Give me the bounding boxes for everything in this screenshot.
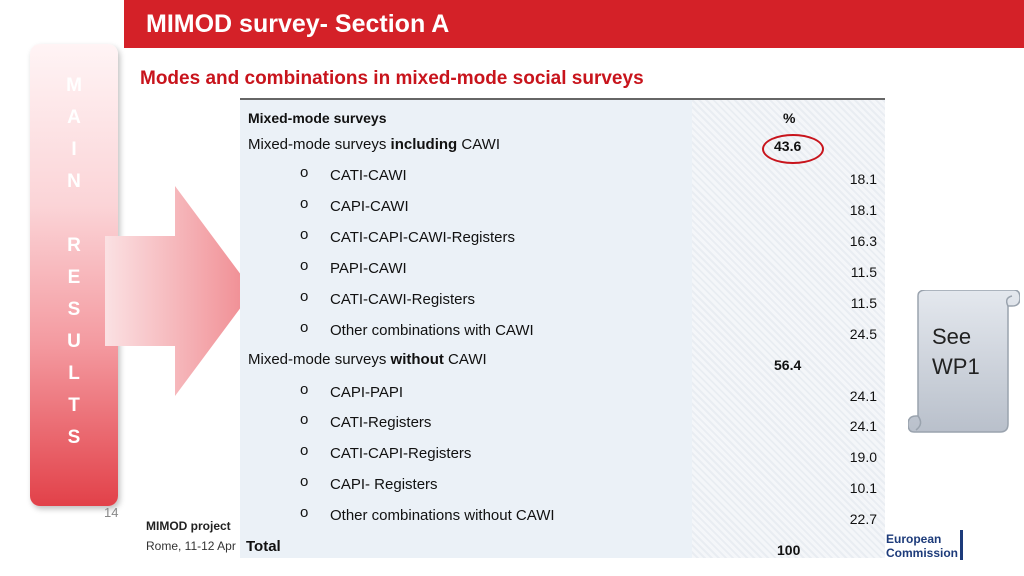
table-row: o CAPI-PAPI 24.1 (240, 381, 885, 414)
logo-bar (960, 530, 963, 560)
page-number: 14 (104, 505, 119, 520)
table-row: o CATI-CAPI-CAWI-Registers 16.3 (240, 226, 885, 259)
row-value: 18.1 (849, 171, 877, 187)
row-label: Other combinations without CAWI (330, 507, 555, 524)
bullet: o (300, 442, 309, 459)
row-label: CATI-CAWI (330, 167, 407, 184)
table-row: o CATI-CAWI-Registers 11.5 (240, 288, 885, 321)
row-value: 22.7 (849, 511, 877, 527)
scroll-icon (907, 289, 1021, 433)
table-row: o CATI-CAWI 18.1 (240, 164, 885, 197)
table-row: o CATI-Registers 24.1 (240, 411, 885, 444)
total-value: 100 (777, 542, 801, 558)
slide-subtitle: Modes and combinations in mixed-mode soc… (140, 68, 644, 89)
ribbon-letter: U (67, 331, 81, 352)
table-row: o Other combinations without CAWI 22.7 (240, 504, 885, 537)
row-value: 24.1 (849, 418, 877, 434)
bullet: o (300, 411, 309, 428)
bullet: o (300, 319, 309, 336)
main-results-ribbon: M A I N R E S U L T S (30, 44, 118, 506)
ribbon-letter: L (68, 363, 80, 384)
row-value: 11.5 (850, 295, 877, 311)
table-row: o CAPI- Registers 10.1 (240, 473, 885, 506)
ribbon-letter: T (68, 395, 80, 416)
row-value: 16.3 (849, 233, 877, 249)
ribbon-letter: S (67, 427, 81, 448)
row-label: CAPI-CAWI (330, 198, 409, 215)
callout-text: See WP1 (932, 322, 980, 382)
percent-column (692, 98, 885, 558)
header-label: Mixed-mode surveys (248, 110, 387, 126)
slide-title: MIMOD survey- Section A (146, 10, 450, 38)
row-value: 18.1 (849, 202, 877, 218)
row-label: CATI-CAPI-CAWI-Registers (330, 229, 516, 246)
ribbon-letter: I (71, 139, 77, 160)
group-value: 56.4 (774, 357, 802, 373)
ribbon-letter: N (67, 171, 81, 192)
footer-project: MIMOD project (146, 519, 231, 533)
row-label: CATI-Registers (330, 414, 432, 431)
row-label: CAPI- Registers (330, 476, 438, 493)
bullet: o (300, 257, 309, 274)
ribbon-letter: E (67, 267, 81, 288)
row-value: 19.0 (849, 449, 877, 465)
row-label: CATI-CAPI-Registers (330, 445, 472, 462)
bullet: o (300, 473, 309, 490)
callout-line-1: See (932, 324, 972, 349)
logo-line-1: European (886, 532, 942, 546)
group-row-without-cawi: Mixed-mode surveys without CAWI 56.4 (240, 351, 885, 381)
callout-line-2: WP1 (932, 354, 980, 379)
table-row: o CATI-CAPI-Registers 19.0 (240, 442, 885, 475)
row-label: CATI-CAWI-Registers (330, 291, 476, 308)
table-row: o CAPI-CAWI 18.1 (240, 195, 885, 228)
footer-place: Rome, 11-12 Apr (146, 539, 236, 553)
arrow-right-icon (105, 186, 253, 396)
row-value: 11.5 (850, 264, 877, 280)
bullet: o (300, 288, 309, 305)
group-label: Mixed-mode surveys including CAWI (248, 136, 500, 153)
main-results-label: M A I N R E S U L T S (30, 70, 118, 454)
header-percent: % (783, 110, 796, 126)
survey-modes-table: Mixed-mode surveys % Mixed-mode surveys … (240, 98, 885, 558)
ribbon-letter: S (67, 299, 81, 320)
ribbon-letter: M (66, 75, 82, 96)
row-value: 24.1 (849, 388, 877, 404)
total-label: Total (246, 538, 281, 555)
row-label: Other combinations with CAWI (330, 322, 534, 339)
bullet: o (300, 195, 309, 212)
table-row: o Other combinations with CAWI 24.5 (240, 319, 885, 352)
european-commission-logo: European Commission (886, 532, 958, 560)
highlight-circle (762, 134, 824, 164)
bullet: o (300, 164, 309, 181)
total-row: Total 100 (240, 538, 885, 568)
bullet: o (300, 504, 309, 521)
ribbon-letter: A (67, 107, 81, 128)
table-row: o PAPI-CAWI 11.5 (240, 257, 885, 290)
row-value: 10.1 (849, 480, 877, 496)
row-label: PAPI-CAWI (330, 260, 407, 277)
ribbon-letter: R (67, 235, 81, 256)
logo-line-2: Commission (886, 546, 959, 560)
row-value: 24.5 (849, 326, 877, 342)
table-top-border (240, 98, 885, 100)
row-label: CAPI-PAPI (330, 384, 404, 401)
group-label: Mixed-mode surveys without CAWI (248, 351, 487, 368)
title-bar: MIMOD survey- Section A (124, 0, 1024, 48)
label-column (240, 98, 692, 558)
bullet: o (300, 381, 309, 398)
see-wp1-scroll-callout: See WP1 (907, 289, 1021, 436)
bullet: o (300, 226, 309, 243)
